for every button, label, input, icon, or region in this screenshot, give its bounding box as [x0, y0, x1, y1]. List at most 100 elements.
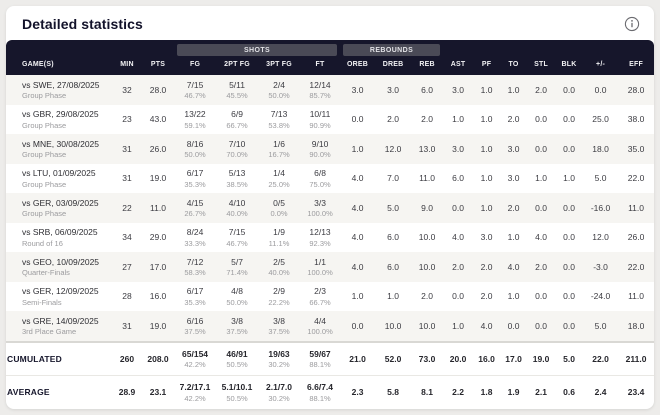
fg-cell: 13/22 59.1%	[184, 109, 206, 130]
rebounds-group-header-cell: REBOUNDS	[340, 40, 444, 56]
ast-cell: 3.0	[452, 84, 464, 95]
ast-cell: 6.0	[452, 173, 464, 184]
game-label: vs GEO, 10/09/2025	[22, 256, 100, 267]
dreb-cell: 12.0	[384, 143, 402, 154]
plus-minus-cell: -24.0	[590, 291, 611, 302]
game-phase-label: 3rd Place Game	[22, 327, 77, 336]
reb-cell: 13.0	[418, 143, 436, 154]
plus-minus-cell: -3.0	[593, 261, 608, 272]
stl-cell: 0.0	[535, 114, 547, 125]
reb-cell: 6.0	[421, 84, 433, 95]
game-phase-label: Group Phase	[22, 91, 67, 100]
pf-cell: 2.0	[480, 261, 493, 272]
plus-minus-cell: -16.0	[590, 202, 611, 213]
game-row[interactable]: vs GRE, 14/09/2025 3rd Place Game 31 19.0 6/…	[6, 311, 654, 342]
plus-minus-cell: 25.0	[592, 114, 609, 125]
ast-cell: 2.2	[443, 375, 474, 409]
fg-cell: 6/16 37.5%	[184, 315, 206, 337]
2pt-fg-cell: 5/13 38.5%	[226, 168, 248, 189]
game-phase-label: Semi-Finals	[22, 297, 62, 307]
reb-cell: 8.1	[411, 375, 444, 409]
game-cell: vs GRE, 14/09/2025 3rd Place Game	[6, 311, 112, 342]
reb-cell: 2.0	[421, 114, 433, 125]
game-phase-label: Quarter-Finals	[22, 268, 70, 277]
3pt-fg-cell: 2.1/7.0 30.2%	[258, 375, 301, 409]
blk-cell: 0.0	[563, 232, 575, 243]
stl-cell: 4.0	[535, 232, 547, 243]
fg-cell: 7/12 58.3%	[184, 256, 206, 278]
blk-cell: 0.0	[563, 320, 575, 331]
ast-cell: 4.0	[452, 232, 464, 243]
pf-cell: 2.0	[480, 291, 493, 302]
game-label: vs SRB, 06/09/2025	[22, 227, 98, 237]
game-row[interactable]: vs GER, 03/09/2025 Group Phase 22 11.0 4/15 2…	[6, 193, 654, 223]
min-cell: 34	[122, 232, 132, 243]
ast-cell: 0.0	[452, 202, 464, 213]
3pt-fg-cell: 1/6 16.7%	[268, 138, 290, 160]
pts-cell: 43.0	[149, 114, 167, 125]
oreb-cell: 3.0	[351, 84, 364, 95]
blk-cell: 0.0	[563, 114, 575, 125]
min-cell: 22	[122, 202, 132, 213]
plus-minus-cell: 12.0	[592, 232, 609, 243]
ft-cell: 12/13 92.3%	[309, 227, 331, 248]
stl-cell: 19.0	[527, 340, 556, 376]
column-header-oreb: OREB	[340, 56, 376, 75]
ft-cell: 1/1 100.0%	[307, 256, 333, 278]
game-label: vs GER, 12/09/2025	[22, 286, 99, 296]
group-header-spacer	[6, 40, 175, 56]
eff-cell: 18.0	[627, 320, 645, 331]
game-row[interactable]: vs LTU, 01/09/2025 Group Phase 31 19.0 6/17 3…	[6, 164, 654, 194]
oreb-cell: 0.0	[351, 320, 364, 331]
pf-cell: 1.0	[480, 173, 493, 184]
ft-cell: 6/8 75.0%	[309, 168, 331, 189]
3pt-fg-cell: 2/9 22.2%	[268, 286, 290, 307]
pts-cell: 11.0	[150, 202, 166, 213]
dreb-cell: 7.0	[387, 173, 399, 184]
game-row[interactable]: vs GER, 12/09/2025 Semi-Finals 28 16.0 6/17 3…	[6, 282, 654, 312]
game-row[interactable]: vs MNE, 30/08/2025 Group Phase 31 26.0 8/16 5…	[6, 134, 654, 164]
blk-cell: 0.0	[563, 202, 575, 213]
dreb-cell: 6.0	[387, 232, 399, 243]
2pt-fg-cell: 5/11 45.5%	[226, 79, 248, 101]
pts-cell: 17.0	[149, 261, 167, 272]
plus-minus-cell: 18.0	[592, 143, 609, 154]
dreb-cell: 5.0	[387, 202, 399, 213]
3pt-fg-cell: 7/13 53.8%	[268, 109, 290, 130]
game-label: vs GBR, 29/08/2025	[22, 109, 99, 119]
plus-minus-cell: 5.0	[594, 320, 607, 331]
oreb-cell: 0.0	[351, 114, 364, 125]
dreb-cell: 10.0	[384, 320, 402, 331]
page-title: Detailed statistics	[22, 16, 143, 32]
stl-cell: 0.0	[535, 291, 547, 302]
to-cell: 1.9	[500, 375, 528, 409]
oreb-cell: 4.0	[351, 261, 364, 272]
info-icon[interactable]	[624, 16, 640, 32]
fg-cell: 7/15 46.7%	[184, 79, 206, 101]
eff-cell: 22.0	[627, 173, 645, 184]
2pt-fg-cell: 5.1/10.1 50.5%	[216, 375, 259, 409]
rebounds-group-header: REBOUNDS	[343, 43, 441, 56]
column-header-pts: PTS	[142, 56, 175, 75]
to-cell: 3.0	[507, 173, 520, 184]
stl-cell: 2.0	[535, 84, 547, 95]
ast-cell: 20.0	[443, 340, 474, 376]
to-cell: 1.0	[507, 291, 520, 302]
ft-cell: 3/3 100.0%	[307, 197, 333, 219]
game-row[interactable]: vs SWE, 27/08/2025 Group Phase 32 28.0 7/15 4…	[6, 75, 654, 105]
game-row[interactable]: vs SRB, 06/09/2025 Round of 16 34 29.0 8/24 3…	[6, 223, 654, 253]
pts-cell: 19.0	[149, 173, 167, 184]
pf-cell: 3.0	[480, 232, 493, 243]
pf-cell: 1.0	[480, 84, 493, 95]
eff-cell: 11.0	[628, 202, 644, 213]
to-cell: 3.0	[507, 143, 520, 154]
game-label: vs GER, 03/09/2025	[22, 197, 99, 208]
eff-cell: 26.0	[627, 232, 645, 243]
game-row[interactable]: vs GBR, 29/08/2025 Group Phase 23 43.0 13/22…	[6, 105, 654, 135]
eff-cell: 211.0	[618, 340, 654, 376]
game-cell: vs GEO, 10/09/2025 Quarter-Finals	[6, 252, 112, 282]
2pt-fg-cell: 6/9 66.7%	[226, 109, 248, 130]
game-cell: vs MNE, 30/08/2025 Group Phase	[6, 134, 112, 164]
oreb-cell: 4.0	[351, 232, 364, 243]
game-row[interactable]: vs GEO, 10/09/2025 Quarter-Finals 27 17.0 7/…	[6, 252, 654, 282]
